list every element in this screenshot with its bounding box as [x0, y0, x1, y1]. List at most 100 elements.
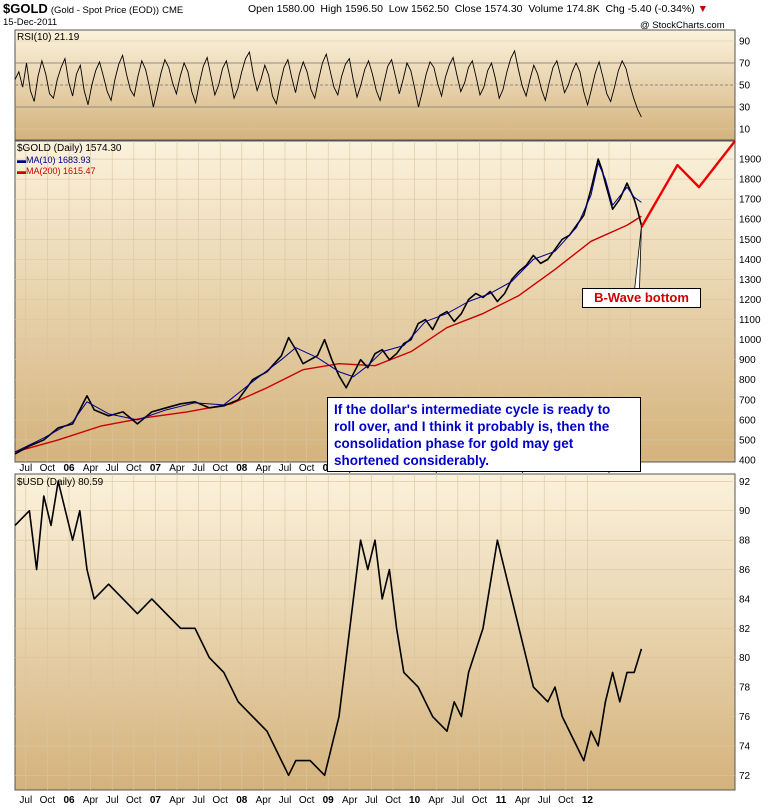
x-tick-label: Oct: [126, 795, 142, 806]
x-tick-label: Oct: [385, 795, 401, 806]
high-label: High: [320, 3, 343, 15]
ma10-legend-value: 1683.93: [58, 155, 91, 165]
x-tick-label: 06: [63, 463, 75, 474]
x-tick-label: Jul: [279, 463, 292, 474]
x-tick-label: 06: [63, 795, 75, 806]
y-tick-label: 10: [739, 125, 751, 136]
x-tick-label: 09: [323, 795, 335, 806]
ma200-line: [14, 215, 642, 453]
x-tick-label: 07: [150, 795, 162, 806]
ma200-legend: ▬MA(200) 1615.47: [17, 166, 96, 176]
open-value: 1580.00: [276, 3, 315, 15]
x-tick-label: Apr: [515, 795, 531, 806]
gold-legend: $GOLD (Daily) 1574.30: [17, 143, 122, 154]
ma10-swatch-icon: ▬: [17, 155, 26, 165]
y-tick-label: 76: [739, 712, 751, 723]
y-tick-label: 90: [739, 37, 751, 48]
y-tick-label: 500: [739, 435, 756, 446]
ma200-legend-name: MA(200): [26, 166, 61, 176]
chg-value: -5.40 (-0.34%): [627, 3, 695, 15]
y-tick-label: 1800: [739, 175, 762, 186]
projection-line: [640, 140, 736, 228]
x-tick-label: Oct: [558, 795, 574, 806]
chart-date: 15-Dec-2011: [3, 17, 58, 28]
low-label: Low: [388, 3, 409, 15]
x-tick-label: 11: [496, 795, 507, 806]
x-tick-label: Apr: [83, 463, 99, 474]
x-tick-label: Oct: [212, 463, 228, 474]
down-arrow-icon: ▼: [697, 3, 709, 15]
x-tick-label: Oct: [40, 795, 56, 806]
y-tick-label: 400: [739, 455, 756, 466]
ma10-legend-name: MA(10): [26, 155, 56, 165]
usd-legend: $USD (Daily) 80.59: [17, 477, 104, 488]
y-tick-label: 86: [739, 565, 751, 576]
x-tick-label: Jul: [19, 795, 32, 806]
rsi-legend: RSI(10) 21.19: [17, 32, 80, 43]
x-tick-label: Jul: [279, 795, 292, 806]
x-tick-label: Apr: [83, 795, 99, 806]
y-tick-label: 80: [739, 653, 751, 664]
close-label: Close: [454, 3, 482, 15]
y-tick-label: 700: [739, 395, 756, 406]
panel-bg-2: [14, 473, 736, 791]
x-tick-label: Apr: [169, 463, 185, 474]
y-tick-label: 50: [739, 81, 751, 92]
x-tick-label: Oct: [299, 463, 315, 474]
x-tick-label: Apr: [169, 795, 185, 806]
close-value: 1574.30: [484, 3, 523, 15]
x-tick-label: Apr: [256, 795, 272, 806]
x-tick-label: Oct: [299, 795, 315, 806]
x-tick-label: Oct: [212, 795, 228, 806]
x-tick-label: Jul: [192, 795, 205, 806]
y-tick-label: 82: [739, 624, 751, 635]
ohlc-summary: Open 1580.00 High 1596.50 Low 1562.50 Cl…: [248, 3, 708, 15]
b-wave-bottom-label: B-Wave bottom: [582, 288, 701, 308]
y-tick-label: 70: [739, 59, 751, 70]
x-tick-label: Apr: [256, 463, 272, 474]
x-tick-label: Jul: [538, 795, 551, 806]
ma200-swatch-icon: ▬: [17, 166, 26, 176]
x-tick-label: Apr: [342, 795, 358, 806]
low-value: 1562.50: [410, 3, 449, 15]
y-tick-label: 90: [739, 506, 751, 517]
y-tick-label: 900: [739, 355, 756, 366]
x-tick-label: Jul: [106, 795, 119, 806]
ma10-line: [14, 162, 642, 453]
y-tick-label: 30: [739, 103, 751, 114]
y-tick-label: 1300: [739, 275, 762, 286]
symbol: $GOLD: [3, 1, 48, 16]
y-tick-label: 1500: [739, 235, 762, 246]
dollar-cycle-note: If the dollar's intermediate cycle is re…: [327, 397, 641, 472]
volume-value: 174.8K: [566, 3, 600, 15]
y-tick-label: 600: [739, 415, 756, 426]
exchange: CME: [162, 5, 184, 16]
watermark: @ StockCharts.com: [640, 20, 725, 31]
usd-price-line: [14, 480, 643, 777]
y-tick-label: 1000: [739, 335, 762, 346]
header-title-line: $GOLD (Gold - Spot Price (EOD)) CME: [3, 1, 183, 16]
ma200-legend-value: 1615.47: [63, 166, 96, 176]
y-tick-label: 1900: [739, 155, 762, 166]
high-value: 1596.50: [344, 3, 383, 15]
y-tick-label: 1400: [739, 255, 762, 266]
rsi-line: [14, 49, 642, 118]
y-tick-label: 72: [739, 771, 751, 782]
open-label: Open: [248, 3, 274, 15]
y-tick-label: 92: [739, 477, 751, 488]
instrument-name: (Gold - Spot Price (EOD)): [50, 5, 160, 16]
y-tick-label: 800: [739, 375, 756, 386]
volume-label: Volume: [528, 3, 564, 15]
y-tick-label: 1700: [739, 195, 762, 206]
x-tick-label: Oct: [472, 795, 488, 806]
x-tick-label: Jul: [106, 463, 119, 474]
y-tick-label: 1200: [739, 295, 762, 306]
x-tick-label: Jul: [365, 795, 378, 806]
x-tick-label: 08: [236, 795, 248, 806]
x-tick-label: Apr: [428, 795, 444, 806]
x-tick-label: 08: [236, 463, 248, 474]
x-tick-label: 12: [582, 795, 594, 806]
chg-label: Chg: [605, 3, 625, 15]
x-tick-label: Jul: [451, 795, 464, 806]
